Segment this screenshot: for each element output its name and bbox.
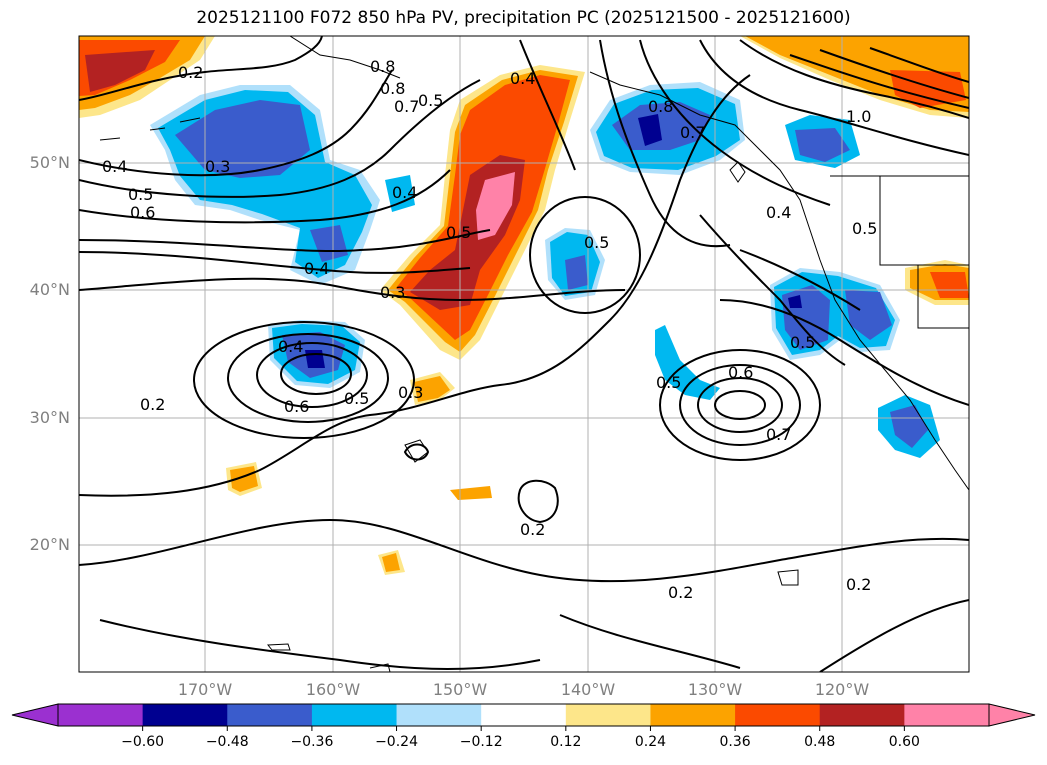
lat-label-50n: 50°N	[29, 153, 70, 172]
colorbar-bin	[311, 704, 398, 726]
lon-label-150w: 150°W	[432, 680, 488, 699]
colorbar-bin	[142, 704, 228, 726]
contour-label: 0.4	[392, 183, 417, 202]
colorbar-bin	[819, 704, 905, 726]
contour-label: 0.2	[668, 583, 693, 602]
colorbar-tick-label: 0.60	[888, 734, 920, 750]
pv-contours	[79, 36, 969, 672]
colorbar-tick-label: 0.24	[634, 734, 667, 750]
colorbar-extend-high	[988, 703, 1036, 727]
lon-label-120w: 120°W	[814, 680, 870, 699]
colorbar-bin	[904, 704, 990, 726]
colorbar-bin	[396, 704, 482, 726]
contour-label: 0.4	[304, 259, 329, 278]
contour-label: 0.6	[284, 397, 309, 416]
contour-label: 0.3	[398, 383, 423, 402]
colorbar-tick-label: 0.36	[719, 734, 751, 750]
colorbar-outline	[57, 703, 990, 727]
colorbar-tick-label: −0.36	[290, 734, 334, 750]
contour-label: 0.2	[520, 520, 545, 539]
contour-label: 0.5	[790, 333, 815, 352]
colorbar-tick-label: −0.48	[205, 734, 249, 750]
colorbar-bin	[650, 704, 736, 726]
contour-label: 1.0	[846, 107, 871, 126]
contour-label: 0.4	[102, 157, 127, 176]
colorbar-bin	[58, 704, 144, 726]
colorbar-tick-label: −0.60	[121, 734, 165, 750]
contour-label: 0.6	[130, 203, 155, 222]
colorbar-bin	[481, 704, 567, 726]
contour-label: 0.4	[278, 337, 303, 356]
contour-label: 0.5	[584, 233, 609, 252]
contour-label: 0.7	[680, 123, 705, 142]
contour-label: 0.4	[766, 203, 791, 222]
lon-label-130w: 130°W	[687, 680, 743, 699]
contour-label: 0.2	[846, 575, 871, 594]
contour-label: 0.5	[446, 223, 471, 242]
lon-label-170w: 170°W	[177, 680, 233, 699]
coastlines	[99, 36, 969, 672]
map-title: 2025121100 F072 850 hPa PV, precipitatio…	[196, 8, 851, 28]
contour-label: 0.3	[205, 157, 230, 176]
contour-label: 0.6	[728, 363, 753, 382]
lat-label-40n: 40°N	[29, 280, 70, 299]
contour-label: 0.8	[380, 79, 405, 98]
colorbar-bin	[565, 704, 651, 726]
contour-label: 0.3	[380, 283, 405, 302]
contour-label: 0.2	[178, 63, 203, 82]
contour-label: 0.7	[766, 425, 791, 444]
contour-label: 0.5	[128, 185, 153, 204]
colorbar-bin	[227, 704, 313, 726]
contour-label: 0.7	[394, 97, 419, 116]
contour-label: 0.5	[656, 373, 681, 392]
contour-label: 0.4	[510, 69, 535, 88]
lat-label-20n: 20°N	[29, 535, 70, 554]
contour-label: 0.5	[418, 91, 443, 110]
lon-label-160w: 160°W	[305, 680, 361, 699]
colorbar	[11, 703, 1036, 731]
contour-label: 0.5	[344, 389, 369, 408]
colorbar-tick-label: 0.12	[550, 734, 582, 750]
lon-label-140w: 140°W	[560, 680, 616, 699]
contour-label: 0.2	[140, 395, 165, 414]
colorbar-tick-label: −0.24	[375, 734, 418, 750]
map-frame	[78, 35, 970, 673]
contour-label: 0.8	[370, 57, 395, 76]
colorbar-tick-label: 0.48	[804, 734, 836, 750]
contour-label: 0.5	[852, 219, 877, 238]
colorbar-tick-label: −0.12	[459, 734, 503, 750]
graticule	[79, 36, 969, 672]
colorbar-bin	[735, 704, 821, 726]
lat-label-30n: 30°N	[29, 408, 70, 427]
contour-label: 0.8	[648, 97, 673, 116]
colorbar-extend-low	[11, 703, 59, 727]
contour-label-layer: 0.2 0.3 0.4 0.4 0.5 0.3 0.4 0.4 0.4 0.6 …	[102, 57, 877, 602]
